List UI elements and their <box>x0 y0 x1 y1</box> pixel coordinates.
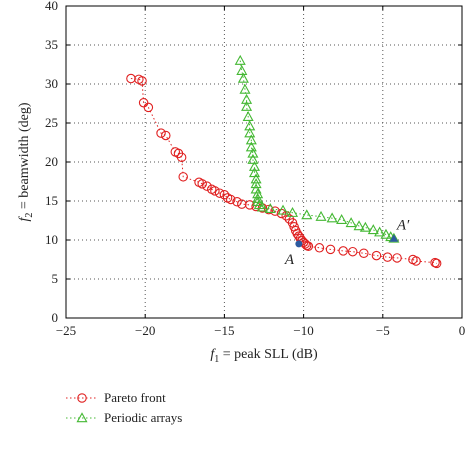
data-point <box>301 209 313 220</box>
y-tick-label: 20 <box>45 154 58 169</box>
data-point <box>336 213 348 224</box>
data-point <box>214 188 225 198</box>
data-point <box>359 221 371 232</box>
legend-label: Pareto front <box>104 390 166 405</box>
ticks: −25 −20 −15 −10 −5 0 0 5 10 15 20 25 30 35 40 <box>45 0 465 338</box>
legend-item: Periodic arrays <box>66 410 182 425</box>
data-point <box>325 244 336 255</box>
data-point <box>392 253 402 263</box>
data-point <box>232 197 242 207</box>
x-axis-label: f1 = peak SLL (dB) <box>210 347 318 365</box>
y-tick-label: 35 <box>45 37 58 52</box>
legend-marker <box>76 412 88 423</box>
data-point <box>219 190 230 200</box>
data-point <box>359 248 369 259</box>
data-point <box>371 250 382 261</box>
grid <box>66 6 462 318</box>
data-point <box>431 258 442 269</box>
data-point <box>242 111 254 121</box>
data-point <box>239 83 251 94</box>
y-tick-label: 0 <box>52 310 59 325</box>
data-point <box>247 147 259 158</box>
data-point <box>294 231 304 241</box>
data-point <box>225 194 236 205</box>
x-tick-label: 0 <box>459 323 466 338</box>
data-point <box>338 246 348 256</box>
annotations: A A′ <box>284 217 410 267</box>
legend: Pareto front Periodic arrays <box>66 390 182 425</box>
data-point <box>241 93 253 104</box>
legend-marker <box>77 393 87 403</box>
data-point <box>374 226 386 237</box>
y-tick-label: 10 <box>45 232 58 247</box>
data-point <box>367 224 379 235</box>
x-tick-label: −10 <box>293 323 313 338</box>
x-tick-label: −5 <box>376 323 390 338</box>
data-point <box>286 206 299 217</box>
data-point <box>257 203 268 213</box>
y-tick-label: 40 <box>45 0 58 13</box>
data-point <box>244 120 256 131</box>
data-point <box>178 172 188 182</box>
data-point <box>270 206 280 216</box>
data-point <box>244 127 256 138</box>
y-tick-label: 30 <box>45 76 58 91</box>
series-line <box>130 78 437 264</box>
data-point <box>264 203 276 214</box>
data-point <box>247 153 259 164</box>
legend-label: Periodic arrays <box>104 410 182 425</box>
data-point <box>353 220 365 231</box>
series-pareto-front <box>126 73 442 269</box>
data-point <box>210 186 220 196</box>
y-tick-label: 5 <box>52 271 59 286</box>
y-tick-label: 25 <box>45 115 58 130</box>
y-tick-label: 15 <box>45 193 58 208</box>
data-point <box>382 252 393 262</box>
data-point <box>277 204 289 215</box>
data-point <box>345 217 357 228</box>
x-tick-label: −20 <box>135 323 155 338</box>
data-point <box>292 229 303 239</box>
data-point <box>234 54 246 65</box>
data-point <box>143 102 154 113</box>
data-point <box>176 152 187 163</box>
data-point <box>197 179 207 189</box>
point-a-prime-marker <box>389 234 399 242</box>
legend-item: Pareto front <box>66 390 166 405</box>
series-layer <box>126 54 442 269</box>
data-point <box>314 243 325 253</box>
data-point <box>302 240 312 251</box>
data-point <box>411 256 421 266</box>
data-point <box>347 246 358 257</box>
point-a-marker <box>295 240 303 248</box>
data-point <box>430 257 440 268</box>
data-point <box>236 65 248 75</box>
data-point <box>315 210 327 221</box>
data-point <box>250 178 262 189</box>
data-point <box>303 241 314 251</box>
data-point <box>137 76 147 86</box>
data-point <box>202 181 212 191</box>
data-point <box>241 100 253 111</box>
data-point <box>161 130 171 141</box>
data-point <box>250 173 262 184</box>
data-point <box>388 232 400 243</box>
annotation-a-prime: A′ <box>396 217 410 233</box>
annotation-a: A <box>284 252 295 268</box>
data-point <box>380 228 392 239</box>
y-axis-label: f2 = beamwidth (deg) <box>17 102 35 221</box>
data-point <box>326 212 338 223</box>
data-point <box>237 72 249 83</box>
x-tick-label: −15 <box>214 323 234 338</box>
x-tick-label: −25 <box>56 323 76 338</box>
series-periodic-arrays <box>234 54 400 243</box>
data-point <box>248 160 261 171</box>
data-point <box>256 201 268 212</box>
data-point <box>156 128 166 138</box>
data-point <box>245 134 257 145</box>
